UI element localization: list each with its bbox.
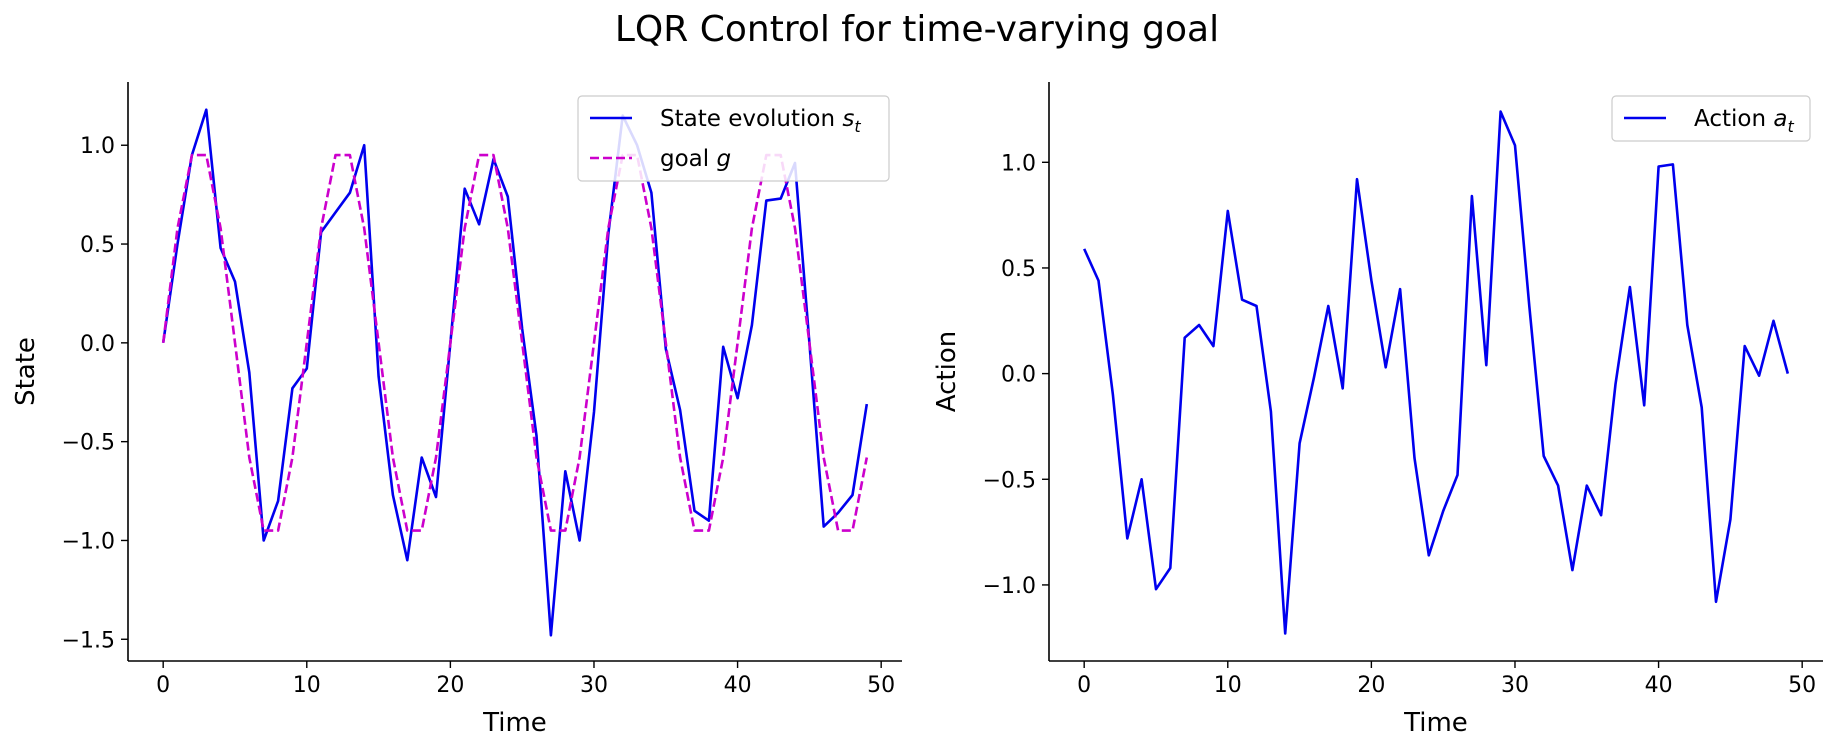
x-tick-label: 20 — [436, 673, 464, 698]
figure-title: LQR Control for time-varying goal — [615, 9, 1219, 50]
y-tick-label: −1.0 — [983, 574, 1036, 599]
x-tick-label: 50 — [1788, 673, 1816, 698]
legend-label: Action at — [1694, 106, 1794, 136]
y-tick-label: 0.0 — [1001, 363, 1036, 388]
legend-label: goal g — [660, 146, 731, 172]
y-tick-label: 1.0 — [1001, 151, 1036, 176]
x-tick-label: 40 — [724, 673, 752, 698]
x-tick-label: 0 — [1077, 673, 1091, 698]
action-plot: 0 10 20 30 40 50 −1.0 −0.5 0.0 0.5 1.0 Time Action Ac… — [932, 82, 1823, 738]
y-tick-label: 1.0 — [80, 134, 115, 159]
x-tick-label: 20 — [1357, 673, 1385, 698]
x-tick-label: 10 — [293, 673, 321, 698]
legend-box — [1611, 95, 1811, 142]
x-tick-label: 50 — [867, 673, 895, 698]
x-axis-label: Time — [1403, 708, 1468, 738]
legend-label: State evolution st — [660, 106, 861, 136]
y-axis-label: Action — [932, 331, 962, 412]
y-axis-label: State — [11, 337, 41, 406]
y-tick-label: −0.5 — [983, 468, 1036, 493]
state-plot: 0 10 20 30 40 50 −1.5 −1.0 −0.5 0.0 0.5 1.0 Time Stat… — [11, 82, 902, 738]
y-tick-label: −0.5 — [62, 431, 115, 456]
y-tick-label: −1.0 — [62, 529, 115, 554]
x-tick-label: 0 — [156, 673, 170, 698]
x-tick-label: 40 — [1645, 673, 1673, 698]
y-tick-label: 0.5 — [1001, 257, 1036, 282]
y-tick-label: 0.5 — [80, 233, 115, 258]
series-line-0 — [161, 108, 869, 637]
legend-box — [577, 95, 890, 182]
x-tick-label: 30 — [580, 673, 608, 698]
legend: State evolution st goal g — [577, 95, 890, 182]
series-line-0 — [1083, 110, 1790, 635]
x-tick-label: 10 — [1214, 673, 1242, 698]
x-axis-label: Time — [482, 708, 547, 738]
legend: Action at — [1611, 95, 1811, 142]
y-tick-label: 0.0 — [80, 332, 115, 357]
y-tick-label: −1.5 — [62, 628, 115, 653]
x-tick-label: 30 — [1501, 673, 1529, 698]
series-line-1 — [161, 153, 869, 532]
